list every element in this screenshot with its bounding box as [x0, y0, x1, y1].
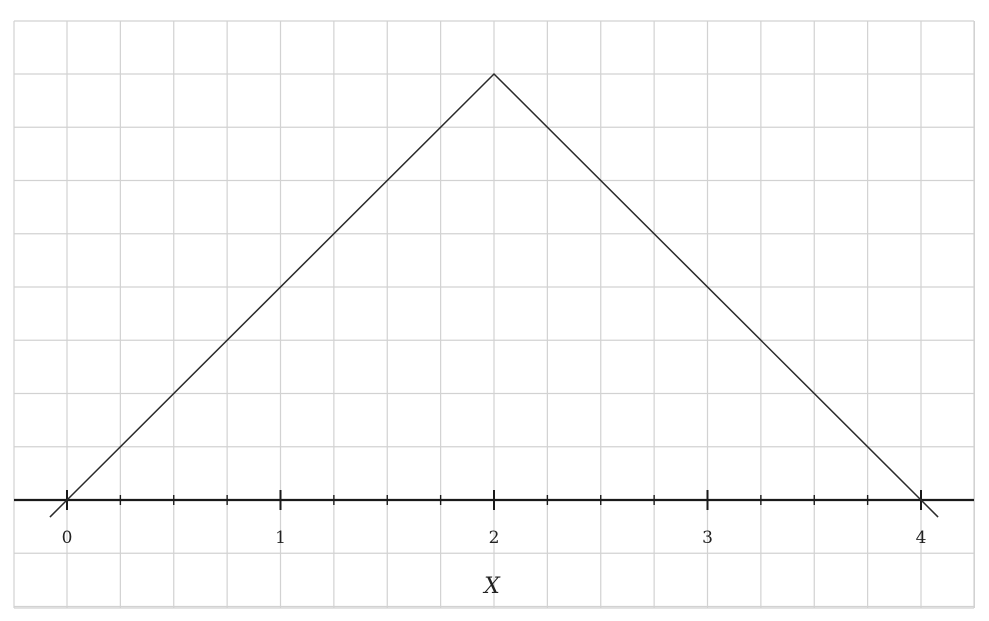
x-tick-label: 0	[62, 528, 73, 548]
x-tick-label: 1	[275, 528, 286, 548]
x-axis-title: X	[482, 574, 501, 599]
x-tick-label: 4	[916, 528, 927, 548]
series-layer	[49, 72, 939, 518]
axis-layer	[14, 490, 974, 510]
x-tick-label: 2	[489, 528, 500, 548]
x-tick-label: 3	[702, 528, 713, 548]
grid-layer	[13, 20, 975, 609]
label-layer: X 0 1 2 3 4	[62, 528, 927, 599]
